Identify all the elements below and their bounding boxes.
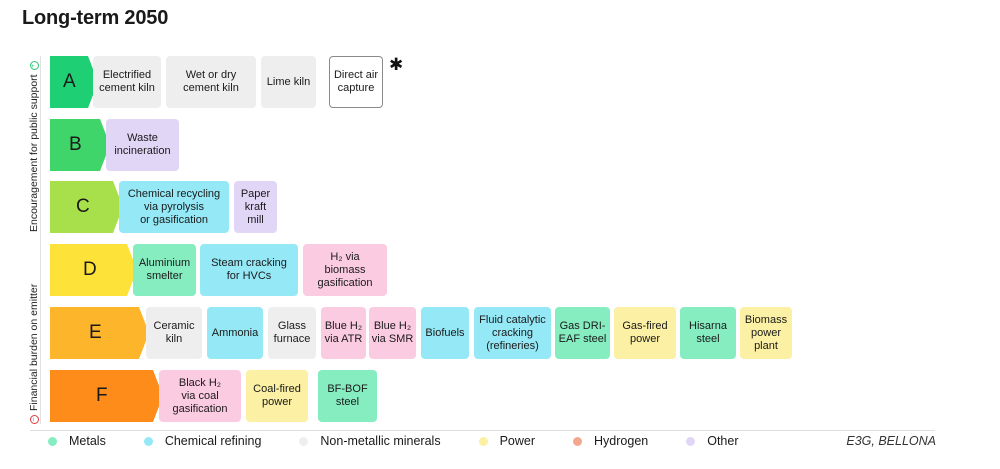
technology-card: H₂ via biomass gasification bbox=[303, 244, 387, 296]
technology-label: Lime kiln bbox=[266, 75, 311, 88]
axis-label-top: Encouragement for public support + bbox=[28, 61, 40, 232]
technology-label: Steam cracking for HVCs bbox=[211, 257, 287, 282]
technology-label: Blue H₂ via ATR bbox=[324, 320, 363, 345]
legend-dot-icon bbox=[143, 436, 153, 446]
grade-chevron-f: F bbox=[50, 370, 163, 422]
technology-card: Direct air capture bbox=[329, 56, 383, 108]
technology-card: Electrified cement kiln bbox=[93, 56, 161, 108]
technology-label: BF-BOF steel bbox=[327, 383, 368, 408]
axis-line bbox=[40, 56, 41, 424]
technology-label: Glass furnace bbox=[273, 320, 311, 345]
legend-divider bbox=[30, 430, 935, 431]
legend-label: Chemical refining bbox=[164, 434, 262, 448]
legend-item: Non-metallic minerals bbox=[299, 434, 441, 448]
technology-card: Blue H₂ via SMR bbox=[369, 307, 416, 359]
legend-dot-icon bbox=[573, 436, 583, 446]
technology-label: Gas DRI- EAF steel bbox=[558, 320, 607, 345]
asterisk-icon: ✱ bbox=[389, 55, 404, 74]
chevron-shape-icon bbox=[50, 119, 110, 171]
axis-top-label-text: Encouragement for public support bbox=[28, 74, 40, 232]
technology-card: Hisarna steel bbox=[680, 307, 736, 359]
technology-card: Waste incineration bbox=[106, 119, 179, 171]
technology-label: Ammonia bbox=[211, 326, 259, 339]
technology-card: Paper kraft mill bbox=[234, 181, 277, 233]
technology-label: Gas-fired power bbox=[622, 320, 668, 345]
legend-dot-icon bbox=[478, 436, 488, 446]
legend-label: Other bbox=[707, 434, 739, 448]
technology-card: Steam cracking for HVCs bbox=[200, 244, 298, 296]
grade-label: C bbox=[76, 196, 90, 217]
grade-label: E bbox=[89, 322, 102, 343]
grade-label: F bbox=[96, 385, 108, 406]
plus-circle-icon: + bbox=[29, 61, 39, 71]
legend-label: Non-metallic minerals bbox=[320, 434, 441, 448]
technology-card: Biomass power plant bbox=[740, 307, 792, 359]
grade-label: B bbox=[69, 134, 82, 155]
chevron-shape-icon bbox=[50, 56, 98, 108]
technology-card: Fluid catalytic cracking (refineries) bbox=[474, 307, 551, 359]
page-title: Long-term 2050 bbox=[22, 7, 169, 29]
technology-card: BF-BOF steel bbox=[318, 370, 377, 422]
technology-label: Waste incineration bbox=[114, 132, 171, 157]
technology-card: Wet or dry cement kiln bbox=[166, 56, 256, 108]
grade-chevron-a: A bbox=[50, 56, 98, 108]
grade-label: A bbox=[63, 71, 76, 92]
technology-label: Blue H₂ via SMR bbox=[371, 320, 414, 345]
legend-item: Power bbox=[478, 434, 536, 448]
grade-chevron-b: B bbox=[50, 119, 110, 171]
legend-item: Metals bbox=[48, 434, 106, 448]
chevron-shape-icon bbox=[50, 244, 137, 296]
grade-chevron-d: D bbox=[50, 244, 137, 296]
grade-label: D bbox=[83, 259, 97, 280]
technology-label: Coal-fired power bbox=[253, 383, 301, 408]
legend-item: Hydrogen bbox=[573, 434, 648, 448]
legend-item: Other bbox=[686, 434, 739, 448]
chevron-shape-icon bbox=[50, 307, 149, 359]
source-credit: E3G, BELLONA bbox=[846, 434, 936, 448]
technology-label: Fluid catalytic cracking (refineries) bbox=[479, 313, 546, 352]
technology-card: Lime kiln bbox=[261, 56, 316, 108]
legend-dot-icon bbox=[48, 436, 57, 446]
technology-card: Glass furnace bbox=[268, 307, 316, 359]
legend-item: Chemical refining bbox=[143, 434, 262, 448]
technology-label: Biomass power plant bbox=[744, 313, 788, 352]
legend-label: Hydrogen bbox=[594, 434, 649, 448]
technology-card: Gas DRI- EAF steel bbox=[555, 307, 610, 359]
technology-card: Chemical recycling via pyrolysis or gasifi… bbox=[119, 181, 229, 233]
technology-card: Aluminium smelter bbox=[133, 244, 196, 296]
axis-label-bottom: – Financial burden on emitter bbox=[28, 284, 40, 424]
legend-dot-icon bbox=[299, 436, 309, 446]
technology-label: Biofuels bbox=[425, 326, 465, 339]
technology-label: Aluminium smelter bbox=[138, 257, 191, 282]
legend-label: Metals bbox=[69, 434, 106, 448]
axis-bottom-label-text: Financial burden on emitter bbox=[28, 283, 40, 411]
technology-label: Direct air capture bbox=[333, 69, 378, 94]
technology-card: Ceramic kiln bbox=[146, 307, 202, 359]
technology-label: H₂ via biomass gasification bbox=[317, 250, 373, 289]
technology-label: Hisarna steel bbox=[689, 320, 727, 345]
technology-card: Coal-fired power bbox=[246, 370, 308, 422]
minus-circle-icon: – bbox=[29, 415, 39, 424]
technology-label: Ceramic kiln bbox=[153, 320, 195, 345]
technology-card: Blue H₂ via ATR bbox=[321, 307, 366, 359]
technology-label: Paper kraft mill bbox=[240, 187, 271, 226]
technology-card: Gas-fired power bbox=[614, 307, 676, 359]
technology-label: Chemical recycling via pyrolysis or gasifi… bbox=[127, 187, 221, 226]
legend: Metals Chemical refining Non-metallic mine… bbox=[48, 434, 777, 448]
technology-card: Biofuels bbox=[421, 307, 469, 359]
grade-chevron-e: E bbox=[50, 307, 149, 359]
chevron-shape-icon bbox=[50, 370, 163, 422]
chevron-shape-icon bbox=[50, 181, 123, 233]
technology-label: Black H₂ via coal gasification bbox=[172, 376, 228, 415]
technology-card: Black H₂ via coal gasification bbox=[159, 370, 241, 422]
technology-card: Ammonia bbox=[207, 307, 263, 359]
grade-chevron-c: C bbox=[50, 181, 123, 233]
legend-label: Power bbox=[499, 434, 536, 448]
legend-dot-icon bbox=[686, 436, 696, 446]
technology-label: Electrified cement kiln bbox=[99, 69, 155, 94]
technology-label: Wet or dry cement kiln bbox=[183, 69, 239, 94]
